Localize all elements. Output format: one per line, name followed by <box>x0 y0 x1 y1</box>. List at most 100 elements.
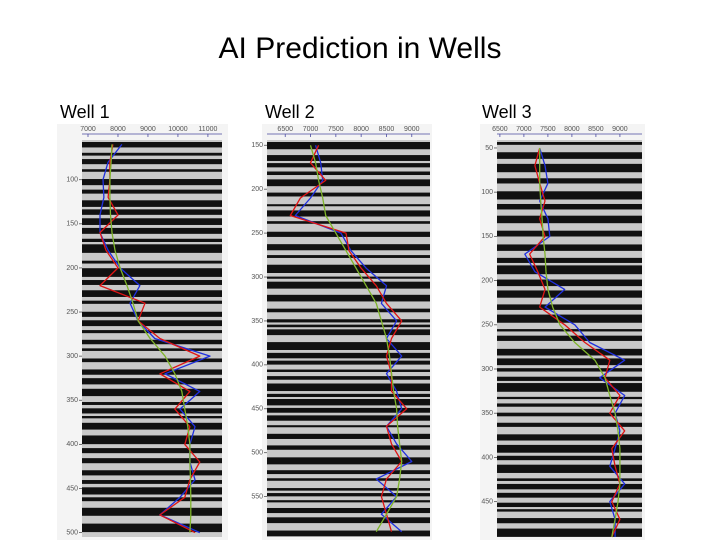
seismic-stripe <box>267 155 430 161</box>
seismic-stripe <box>267 210 430 217</box>
seismic-stripe <box>497 455 642 461</box>
seismic-stripe <box>267 369 430 372</box>
seismic-stripe <box>497 422 642 427</box>
seismic-stripe <box>497 329 642 332</box>
seismic-stripe <box>82 388 222 397</box>
well-panel: Well 3 6500 7000 7500 8000 8500 9000 50 100 150 20… <box>480 102 645 540</box>
seismic-stripe <box>497 163 642 173</box>
seismic-stripe <box>82 159 222 165</box>
seismic-stripe <box>267 488 430 491</box>
seismic-stripe <box>267 478 430 481</box>
well-panel: Well 1 7000 8000 9000 10000 11000 100 150 200 250… <box>57 102 228 540</box>
seismic-stripe <box>82 435 222 445</box>
x-tick-label: 6500 <box>492 126 508 133</box>
seismic-stripe <box>267 500 430 503</box>
seismic-stripe <box>497 492 642 498</box>
y-tick-label: 150 <box>481 233 493 240</box>
seismic-stripe <box>267 507 430 514</box>
seismic-stripe <box>497 335 642 341</box>
x-tick-label: 8500 <box>379 126 395 133</box>
seismic-stripe <box>82 507 222 516</box>
seismic-stripe <box>267 393 430 398</box>
y-tick-label: 350 <box>66 397 78 404</box>
x-tick-label: 9000 <box>612 126 628 133</box>
y-tick-label: 350 <box>481 410 493 417</box>
y-tick-label: 250 <box>66 309 78 316</box>
seismic-stripe <box>497 368 642 372</box>
seismic-stripe <box>497 383 642 392</box>
seismic-stripe <box>82 358 222 363</box>
y-tick-label: 400 <box>481 454 493 461</box>
seismic-stripe <box>267 276 430 279</box>
seismic-stripe <box>82 142 222 148</box>
seismic-stripe <box>82 260 222 264</box>
seismic-stripe <box>267 342 430 350</box>
seismic-stripe <box>267 493 430 497</box>
well-curve <box>309 145 403 533</box>
seismic-stripe <box>267 171 430 176</box>
seismic-stripe <box>82 339 222 345</box>
well-curve <box>289 145 408 532</box>
seismic-stripe <box>497 358 642 366</box>
seismic-stripe <box>497 257 642 263</box>
seismic-stripe <box>82 311 222 317</box>
y-tick-label: 250 <box>251 230 263 237</box>
seismic-stripe <box>267 530 430 537</box>
y-tick-label: 300 <box>481 366 493 373</box>
seismic-stripe <box>267 360 430 365</box>
seismic-stripe <box>267 255 430 258</box>
y-tick-label: 200 <box>481 277 493 284</box>
seismic-stripe <box>82 152 222 156</box>
seismic-stripe <box>82 497 222 502</box>
seismic-background <box>267 140 430 537</box>
seismic-stripe <box>82 369 222 375</box>
seismic-stripe <box>497 376 642 381</box>
seismic-stripe <box>82 320 222 327</box>
y-tick-label: 400 <box>251 362 263 369</box>
seismic-stripe <box>267 264 430 273</box>
well-curve <box>99 144 211 534</box>
seismic-stripe <box>267 383 430 392</box>
seismic-stripe <box>82 458 222 464</box>
seismic-stripe <box>82 209 222 215</box>
seismic-stripe <box>267 319 430 323</box>
seismic-stripe <box>267 281 430 289</box>
seismic-stripe <box>82 348 222 351</box>
seismic-stripe <box>82 480 222 484</box>
well-curve <box>109 144 192 533</box>
panel-title: Well 3 <box>482 102 532 122</box>
seismic-stripe <box>497 215 642 224</box>
seismic-stripe <box>267 294 430 302</box>
seismic-stripe <box>267 329 430 336</box>
seismic-stripe <box>267 142 430 150</box>
seismic-stripe <box>497 142 642 145</box>
seismic-stripe <box>497 191 642 200</box>
seismic-stripe <box>267 407 430 413</box>
seismic-stripe <box>267 517 430 524</box>
y-tick-label: 150 <box>251 142 263 149</box>
y-tick-label: 200 <box>66 265 78 272</box>
y-tick-label: 450 <box>251 406 263 413</box>
y-tick-label: 550 <box>251 493 263 500</box>
x-tick-label: 7500 <box>540 126 556 133</box>
seismic-stripe <box>82 300 222 304</box>
y-tick-label: 450 <box>481 498 493 505</box>
x-tick-label: 6500 <box>277 126 293 133</box>
seismic-stripe <box>267 399 430 406</box>
seismic-stripe <box>497 152 642 159</box>
y-tick-label: 50 <box>485 145 493 152</box>
seismic-stripe <box>267 433 430 439</box>
seismic-stripe <box>82 402 222 405</box>
seismic-stripe <box>497 434 642 441</box>
seismic-stripe <box>82 227 222 234</box>
y-tick-label: 350 <box>251 318 263 325</box>
seismic-stripe <box>497 203 642 210</box>
seismic-stripe <box>82 448 222 454</box>
seismic-stripe <box>497 483 642 490</box>
seismic-stripe <box>267 221 430 224</box>
well-curve <box>524 147 626 537</box>
seismic-stripe <box>497 403 642 407</box>
panel-title: Well 1 <box>60 102 110 122</box>
well-curve <box>99 144 201 534</box>
seismic-stripe <box>267 192 430 197</box>
